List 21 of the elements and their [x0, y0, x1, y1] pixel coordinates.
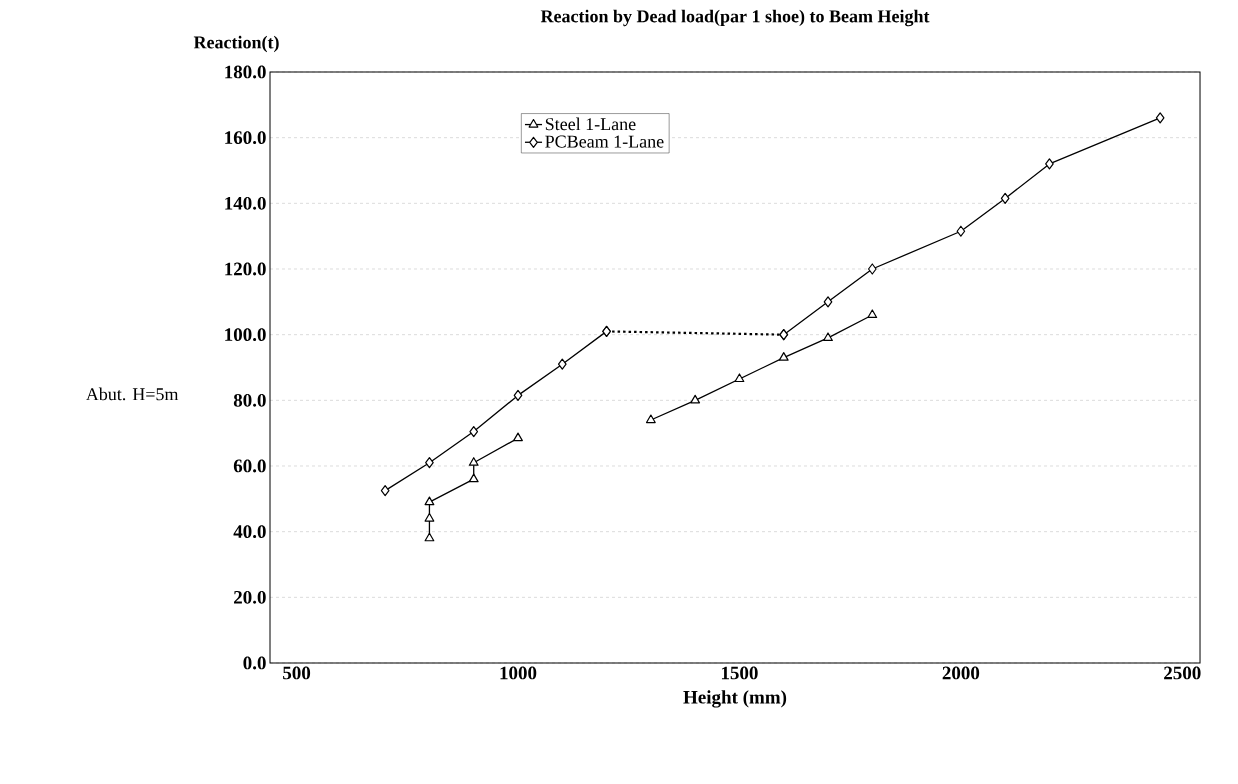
- y-tick-label: 180.0: [225, 65, 266, 79]
- x-tick-label: 1500: [721, 666, 758, 680]
- x-tick-label: 2000: [942, 666, 980, 680]
- y-axis-title: Reaction(t): [193, 35, 279, 53]
- y-tick-label: 40.0: [233, 525, 266, 539]
- x-tick-label: 2500: [1164, 666, 1201, 680]
- legend-label: Steel 1-Lane: [545, 117, 636, 131]
- chart-title: Reaction by Dead load(par 1 shoe) to Beam Height: [540, 9, 930, 27]
- y-tick-label: 80.0: [233, 393, 266, 407]
- x-axis-title: Height (mm): [683, 690, 787, 708]
- x-tick-label: 1000: [500, 666, 537, 680]
- y-tick-label: 100.0: [225, 328, 266, 342]
- y-tick-label: 0.0: [243, 656, 266, 670]
- y-tick-label: 120.0: [225, 262, 266, 276]
- text: Abut. H=5m: [85, 387, 179, 401]
- x-tick-label: 500: [283, 666, 311, 680]
- legend-label: PCBeam 1-Lane: [545, 135, 664, 148]
- y-tick-label: 60.0: [233, 459, 266, 473]
- y-tick-label: 140.0: [225, 196, 266, 210]
- y-tick-label: 160.0: [225, 131, 266, 145]
- y-tick-label: 20.0: [234, 590, 266, 604]
